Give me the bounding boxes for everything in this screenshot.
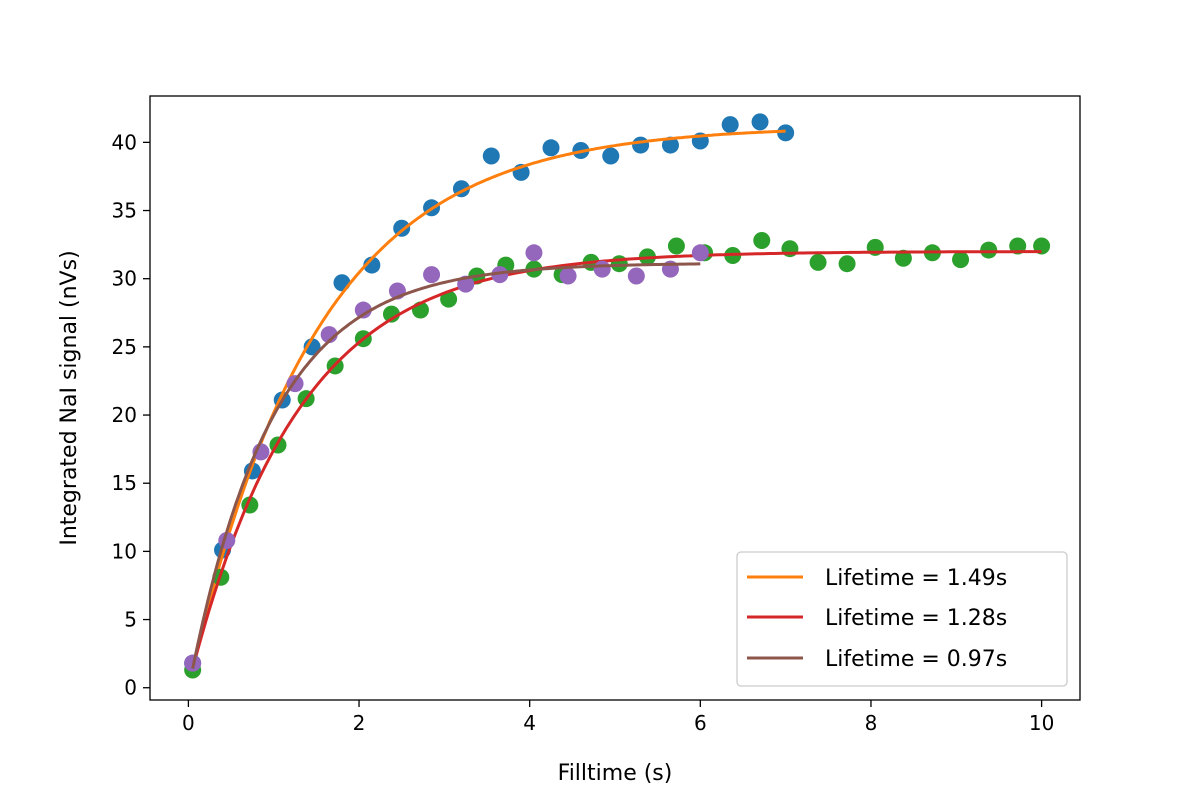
data-point <box>602 147 620 165</box>
y-tick-label: 25 <box>112 335 137 359</box>
data-point <box>542 139 560 157</box>
data-point <box>661 136 679 154</box>
data-point <box>363 256 381 274</box>
data-point <box>751 113 769 131</box>
legend-label-1: Lifetime = 1.49s <box>825 566 1007 591</box>
x-tick-label: 10 <box>1029 711 1054 735</box>
x-tick-label: 0 <box>182 711 195 735</box>
data-point <box>491 266 509 284</box>
chart-marks <box>184 113 1051 679</box>
data-point <box>777 124 795 142</box>
legend-label-2: Lifetime = 1.28s <box>825 606 1007 631</box>
data-point <box>667 237 685 255</box>
y-tick-label: 10 <box>112 539 137 563</box>
data-point <box>333 274 351 292</box>
data-point <box>482 147 500 165</box>
data-point <box>559 267 577 285</box>
fit-curve <box>191 129 786 669</box>
y-tick-label: 20 <box>112 403 137 427</box>
data-point <box>691 244 709 262</box>
fit-curve <box>191 262 701 669</box>
data-point <box>627 267 645 285</box>
y-tick-label: 5 <box>124 608 137 632</box>
x-tick-label: 8 <box>865 711 878 735</box>
legend-box <box>736 551 1068 687</box>
data-point <box>440 290 458 308</box>
y-tick-label: 35 <box>112 199 137 223</box>
data-point <box>382 305 400 323</box>
y-axis-label: Integrated NaI signal (nVs) <box>57 250 82 545</box>
data-point <box>423 266 441 284</box>
fit-curve <box>191 250 1042 669</box>
x-tick-label: 2 <box>353 711 366 735</box>
data-point <box>980 241 998 259</box>
y-tick-label: 0 <box>124 676 137 700</box>
y-tick-label: 30 <box>112 267 137 291</box>
data-point <box>753 232 771 250</box>
x-tick-label: 6 <box>694 711 707 735</box>
data-point <box>894 249 912 267</box>
x-tick-label: 4 <box>523 711 536 735</box>
plot-frame <box>149 95 1081 701</box>
data-point <box>838 255 856 273</box>
data-point <box>593 260 611 278</box>
legend-label-3: Lifetime = 0.97s <box>825 647 1007 672</box>
data-point <box>809 253 827 271</box>
data-point <box>721 116 739 134</box>
data-point <box>632 136 650 154</box>
legend: Lifetime = 1.49s Lifetime = 1.28s Lifeti… <box>736 551 1068 687</box>
data-point <box>952 251 970 269</box>
y-tick-label: 40 <box>112 130 137 154</box>
axis-ticks: 0 2 4 6 8 10 0 5 10 15 20 25 30 35 40 <box>112 130 1055 735</box>
y-tick-label: 15 <box>112 471 137 495</box>
data-point <box>354 301 372 319</box>
data-point <box>525 244 543 262</box>
x-axis-label: Filltime (s) <box>558 761 673 786</box>
